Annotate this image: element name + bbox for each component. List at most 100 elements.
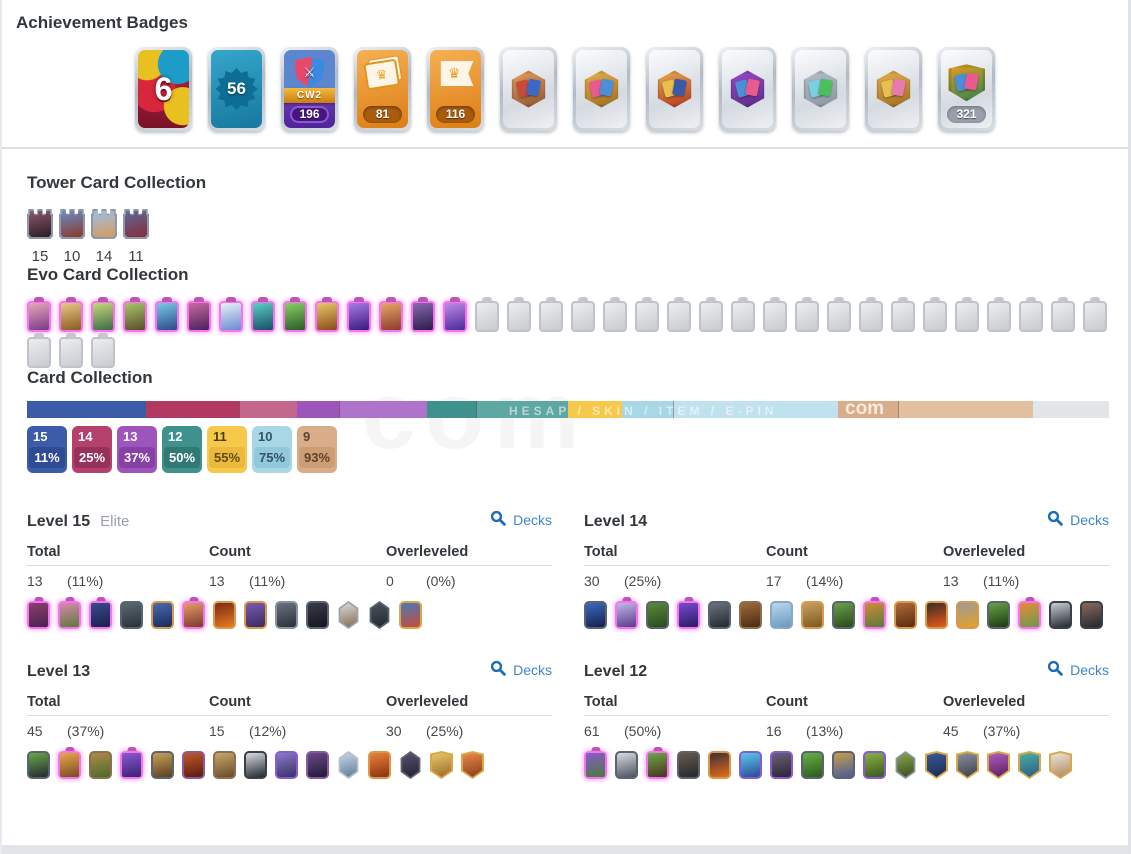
card-icon[interactable] xyxy=(677,751,700,779)
badge-crown-flag-116[interactable]: 116 xyxy=(427,47,484,131)
card-icon[interactable] xyxy=(925,751,948,779)
card-icon[interactable] xyxy=(646,601,669,629)
evo-card-locked[interactable] xyxy=(859,301,883,332)
evo-card-locked[interactable] xyxy=(635,301,659,332)
card-icon[interactable] xyxy=(615,601,638,629)
evo-card-locked[interactable] xyxy=(891,301,915,332)
card-icon[interactable] xyxy=(58,751,81,779)
badge-locked-cards-emblem[interactable] xyxy=(573,47,630,131)
decks-link[interactable]: Decks xyxy=(1047,510,1109,529)
card-icon[interactable] xyxy=(1049,751,1072,779)
evo-card-unlocked[interactable] xyxy=(251,301,275,332)
evo-card-unlocked[interactable] xyxy=(123,301,147,332)
decks-link[interactable]: Decks xyxy=(1047,660,1109,679)
card-icon[interactable] xyxy=(739,751,762,779)
card-icon[interactable] xyxy=(182,601,205,629)
card-icon[interactable] xyxy=(832,601,855,629)
card-icon[interactable] xyxy=(770,601,793,629)
card-icon[interactable] xyxy=(244,601,267,629)
badge-locked-upgrade-emblem[interactable] xyxy=(792,47,849,131)
card-icon[interactable] xyxy=(987,751,1010,779)
card-icon[interactable] xyxy=(739,601,762,629)
evo-card-locked[interactable] xyxy=(699,301,723,332)
evo-card-locked[interactable] xyxy=(507,301,531,332)
card-icon[interactable] xyxy=(338,601,359,629)
evo-card-locked[interactable] xyxy=(827,301,851,332)
evo-card-locked[interactable] xyxy=(955,301,979,332)
card-icon[interactable] xyxy=(615,751,638,779)
card-icon[interactable] xyxy=(987,601,1010,629)
card-icon[interactable] xyxy=(89,751,112,779)
badge-cards-81[interactable]: 81 xyxy=(354,47,411,131)
card-icon[interactable] xyxy=(1018,601,1041,629)
card-icon[interactable] xyxy=(213,601,236,629)
card-icon[interactable] xyxy=(956,751,979,779)
card-icon[interactable] xyxy=(151,601,174,629)
card-icon[interactable] xyxy=(27,601,50,629)
badge-locked-purple-card-emblem[interactable] xyxy=(719,47,776,131)
card-icon[interactable] xyxy=(1049,601,1072,629)
evo-card-unlocked[interactable] xyxy=(155,301,179,332)
evo-card-locked[interactable] xyxy=(475,301,499,332)
card-icon[interactable] xyxy=(244,751,267,779)
card-icon[interactable] xyxy=(895,751,916,779)
evo-card-locked[interactable] xyxy=(923,301,947,332)
evo-card-locked[interactable] xyxy=(91,337,115,368)
badge-balloons-6[interactable]: 6 xyxy=(135,47,192,131)
card-icon[interactable] xyxy=(306,751,329,779)
evo-card-unlocked[interactable] xyxy=(219,301,243,332)
evo-card-unlocked[interactable] xyxy=(315,301,339,332)
evo-card-locked[interactable] xyxy=(795,301,819,332)
card-icon[interactable] xyxy=(368,751,391,779)
card-icon[interactable] xyxy=(801,601,824,629)
evo-card-locked[interactable] xyxy=(987,301,1011,332)
evo-card-unlocked[interactable] xyxy=(59,301,83,332)
card-icon[interactable] xyxy=(894,601,917,629)
evo-card-unlocked[interactable] xyxy=(379,301,403,332)
card-icon[interactable] xyxy=(584,751,607,779)
card-icon[interactable] xyxy=(151,751,174,779)
evo-card-locked[interactable] xyxy=(1019,301,1043,332)
card-icon[interactable] xyxy=(863,751,886,779)
evo-card-unlocked[interactable] xyxy=(91,301,115,332)
card-icon[interactable] xyxy=(1018,751,1041,779)
badge-locked-crowns-emblem[interactable] xyxy=(646,47,703,131)
card-icon[interactable] xyxy=(925,601,948,629)
card-icon[interactable] xyxy=(677,601,700,629)
evo-card-unlocked[interactable] xyxy=(411,301,435,332)
card-icon[interactable] xyxy=(863,601,886,629)
card-icon[interactable] xyxy=(306,601,329,629)
badge-clan-wars-196[interactable]: ⚔ CW2 196 xyxy=(281,47,338,131)
card-icon[interactable] xyxy=(801,751,824,779)
badge-star-56[interactable]: 56 xyxy=(208,47,265,131)
evo-card-locked[interactable] xyxy=(27,337,51,368)
badge-locked-medal-emblem[interactable] xyxy=(865,47,922,131)
card-icon[interactable] xyxy=(275,751,298,779)
tower-card-icon[interactable] xyxy=(27,209,53,239)
card-icon[interactable] xyxy=(430,751,453,779)
tower-card-icon[interactable] xyxy=(91,209,117,239)
tower-card-icon[interactable] xyxy=(59,209,85,239)
evo-card-locked[interactable] xyxy=(667,301,691,332)
evo-card-locked[interactable] xyxy=(1051,301,1075,332)
card-icon[interactable] xyxy=(120,601,143,629)
evo-card-locked[interactable] xyxy=(763,301,787,332)
evo-card-locked[interactable] xyxy=(571,301,595,332)
card-icon[interactable] xyxy=(770,751,793,779)
evo-card-locked[interactable] xyxy=(603,301,627,332)
card-icon[interactable] xyxy=(1080,601,1103,629)
card-icon[interactable] xyxy=(213,751,236,779)
decks-link[interactable]: Decks xyxy=(490,510,552,529)
evo-card-unlocked[interactable] xyxy=(27,301,51,332)
evo-card-unlocked[interactable] xyxy=(283,301,307,332)
card-icon[interactable] xyxy=(399,601,422,629)
evo-card-unlocked[interactable] xyxy=(347,301,371,332)
card-icon[interactable] xyxy=(461,751,484,779)
evo-card-unlocked[interactable] xyxy=(443,301,467,332)
card-icon[interactable] xyxy=(584,601,607,629)
card-icon[interactable] xyxy=(275,601,298,629)
card-icon[interactable] xyxy=(182,751,205,779)
tower-card-icon[interactable] xyxy=(123,209,149,239)
evo-card-unlocked[interactable] xyxy=(187,301,211,332)
card-icon[interactable] xyxy=(27,751,50,779)
